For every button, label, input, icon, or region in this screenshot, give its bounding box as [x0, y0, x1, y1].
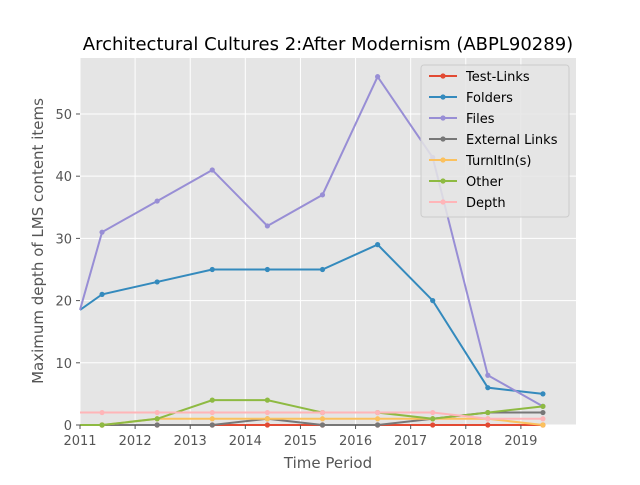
y-tick-label: 0: [64, 419, 72, 434]
x-tick-label: 2017: [394, 434, 427, 449]
data-point-folders: [430, 297, 436, 304]
data-point-turnitin-s: [319, 416, 326, 422]
data-point-external-links: [319, 422, 326, 428]
x-tick-label: 2018: [449, 434, 482, 449]
data-point-other: [99, 422, 105, 428]
x-tick-label: 2011: [63, 434, 96, 449]
data-point-other: [209, 397, 215, 403]
series-lines: [79, 74, 546, 428]
y-axis-label: Maximum depth of LMS content items: [29, 98, 47, 384]
data-point-files: [154, 198, 160, 204]
data-point-turnitin-s: [375, 416, 381, 422]
data-point-external-links: [209, 422, 215, 428]
data-point-other: [154, 416, 160, 422]
y-tick-label: 30: [55, 232, 72, 247]
y-tick-label: 20: [55, 295, 72, 310]
data-point-turnitin-s: [540, 422, 546, 428]
legend-marker-other: [440, 178, 446, 184]
x-tick-label: 2015: [284, 434, 317, 449]
data-point-test-links: [485, 422, 491, 428]
data-point-depth: [99, 409, 105, 416]
data-point-depth: [264, 409, 270, 416]
y-tick-label: 10: [55, 357, 72, 372]
data-point-other: [264, 397, 270, 403]
data-point-test-links: [430, 422, 436, 428]
data-point-other: [485, 409, 491, 416]
x-axis-label: Time Period: [283, 454, 372, 472]
legend-marker-depth: [440, 199, 446, 205]
data-point-files: [319, 192, 326, 198]
legend-label-depth: Depth: [466, 196, 506, 211]
data-point-folders: [264, 266, 270, 273]
data-point-folders: [209, 266, 215, 273]
legend-marker-folders: [440, 94, 446, 100]
chart-title: Architectural Cultures 2:After Modernism…: [83, 34, 573, 55]
data-point-external-links: [540, 409, 546, 416]
data-point-other: [430, 416, 436, 422]
legend-label-external-links: External Links: [466, 133, 558, 148]
x-tick-label: 2013: [174, 434, 207, 449]
data-point-folders: [154, 279, 160, 285]
legend-label-folders: Folders: [466, 91, 513, 106]
series-line-folders: [79, 243, 544, 395]
data-point-depth: [154, 409, 160, 416]
data-point-depth: [209, 409, 215, 416]
series-line-depth: [80, 411, 543, 420]
y-tick-label: 50: [55, 108, 72, 123]
data-point-folders: [485, 385, 491, 391]
data-point-folders: [375, 242, 381, 248]
series-line-files: [79, 74, 544, 408]
data-point-folders: [99, 291, 105, 297]
data-point-test-links: [264, 422, 270, 428]
legend-marker-external-links: [440, 136, 446, 142]
data-point-depth: [430, 409, 436, 416]
legend-label-test-links: Test-Links: [465, 70, 530, 85]
data-point-external-links: [154, 422, 160, 428]
legend-box: [420, 64, 570, 218]
grid: [79, 58, 576, 426]
axes: 2011 2012 2013 2014 2015 2016 2017 2018 2019 0 10 2…: [55, 108, 537, 449]
data-point-depth: [485, 416, 491, 422]
data-point-files: [485, 372, 491, 378]
data-point-files: [264, 223, 270, 229]
data-point-folders: [540, 391, 546, 397]
x-tick-label: 2014: [229, 434, 262, 449]
data-point-depth: [375, 409, 381, 416]
data-point-turnitin-s: [209, 416, 215, 422]
data-point-folders: [319, 266, 326, 273]
data-point-external-links: [375, 422, 381, 428]
data-point-depth: [540, 416, 546, 422]
data-point-files: [209, 167, 215, 173]
data-point-files: [99, 229, 105, 235]
x-tick-label: 2019: [504, 434, 537, 449]
legend: Test-Links Folders Files External Links Turn…: [420, 64, 570, 218]
data-point-turnitin-s: [264, 416, 270, 422]
legend-label-other: Other: [466, 175, 504, 190]
legend-label-turnitin-s: TurnItIn(s): [465, 154, 531, 169]
legend-marker-test-links: [440, 73, 446, 79]
y-tick-label: 40: [55, 170, 72, 185]
x-tick-label: 2016: [339, 434, 372, 449]
data-point-other: [540, 403, 546, 409]
data-point-files: [375, 74, 381, 80]
legend-marker-turnitin-s: [440, 157, 446, 163]
data-point-depth: [319, 409, 326, 416]
legend-label-files: Files: [466, 112, 495, 127]
x-tick-label: 2012: [119, 434, 152, 449]
legend-marker-files: [440, 115, 446, 121]
